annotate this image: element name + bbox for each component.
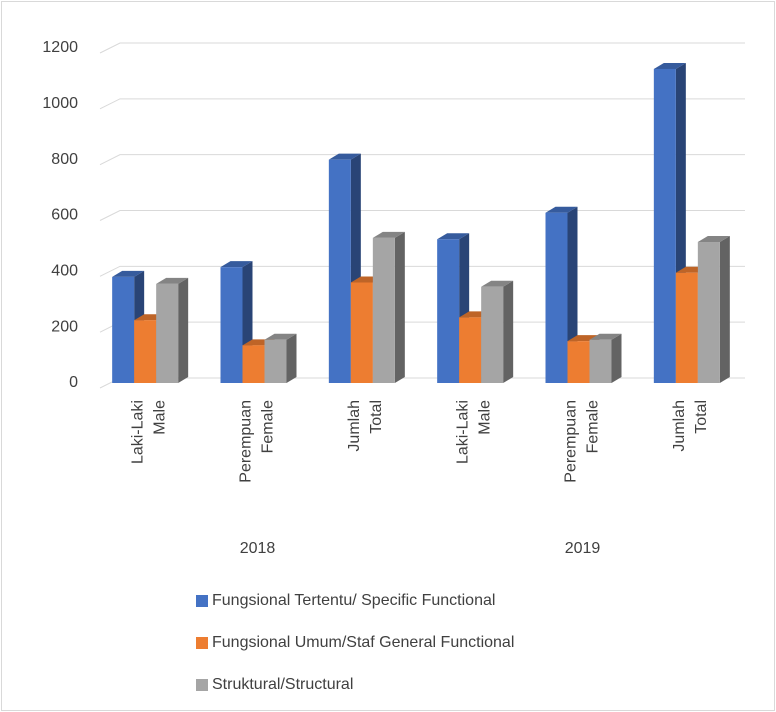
x-tick-label: Perempuan (238, 400, 255, 483)
bar (437, 239, 460, 383)
bar-side (178, 277, 189, 383)
bar-top (697, 236, 730, 243)
bar-side (719, 236, 730, 383)
bar (350, 282, 373, 383)
grid-line (99, 42, 745, 54)
bar-top (112, 270, 145, 277)
bar (134, 320, 157, 383)
x-group-label: 2018 (240, 540, 276, 557)
bar (459, 317, 482, 383)
legend-swatch (196, 637, 208, 649)
x-tick-label: Total (368, 400, 385, 434)
bar (567, 341, 590, 383)
bar-side (611, 333, 622, 383)
bar (545, 212, 568, 383)
bar-top (372, 231, 405, 238)
bar (372, 237, 395, 383)
legend-swatch (196, 679, 208, 691)
x-tick-label: Jumlah (671, 400, 688, 452)
x-tick-label: Male (151, 400, 168, 435)
x-tick-label: Female (585, 400, 602, 453)
bar-side (503, 280, 514, 383)
bar (675, 272, 698, 383)
bar (481, 286, 504, 383)
bar (653, 68, 676, 383)
y-tick-label: 1200 (42, 39, 78, 56)
y-tick-label: 0 (69, 374, 78, 391)
bar-top (437, 233, 470, 240)
y-tick-label: 200 (51, 318, 78, 335)
bar (264, 339, 287, 383)
x-tick-label: Jumlah (346, 400, 363, 452)
bar-top (481, 280, 514, 287)
x-tick-label: Female (260, 400, 277, 453)
x-tick-label: Laki-Laki (454, 400, 471, 464)
bar-top (156, 277, 189, 284)
bar (242, 345, 265, 383)
bar-top (545, 206, 578, 213)
legend-label: Fungsional Umum/Staf General Functional (212, 634, 514, 651)
bar (220, 267, 243, 383)
bar-top (264, 333, 297, 340)
x-tick-label: Male (476, 400, 493, 435)
x-tick-label: Total (693, 400, 710, 434)
bar (589, 339, 612, 383)
y-tick-label: 400 (51, 263, 78, 280)
y-tick-label: 800 (51, 151, 78, 168)
bar-top (653, 62, 686, 69)
bar (328, 159, 351, 383)
bar-top (328, 153, 361, 160)
y-tick-label: 600 (51, 207, 78, 224)
grid-line (99, 265, 745, 277)
bar (697, 242, 720, 383)
bar-top (220, 261, 253, 268)
legend-swatch (196, 595, 208, 607)
y-tick-label: 1000 (42, 95, 78, 112)
x-tick-label: Laki-Laki (129, 400, 146, 464)
bar-top (589, 333, 622, 340)
legend-label: Fungsional Tertentu/ Specific Functional (212, 592, 495, 609)
bar (112, 276, 135, 383)
grid-line (99, 210, 745, 221)
legend-label: Struktural/Structural (212, 676, 353, 693)
bar-side (286, 333, 297, 383)
x-tick-label: Perempuan (563, 400, 580, 483)
grid-line (99, 98, 745, 110)
grid-line (99, 154, 745, 166)
bar (156, 283, 179, 383)
bar-side (394, 231, 405, 383)
x-group-label: 2019 (565, 540, 601, 557)
